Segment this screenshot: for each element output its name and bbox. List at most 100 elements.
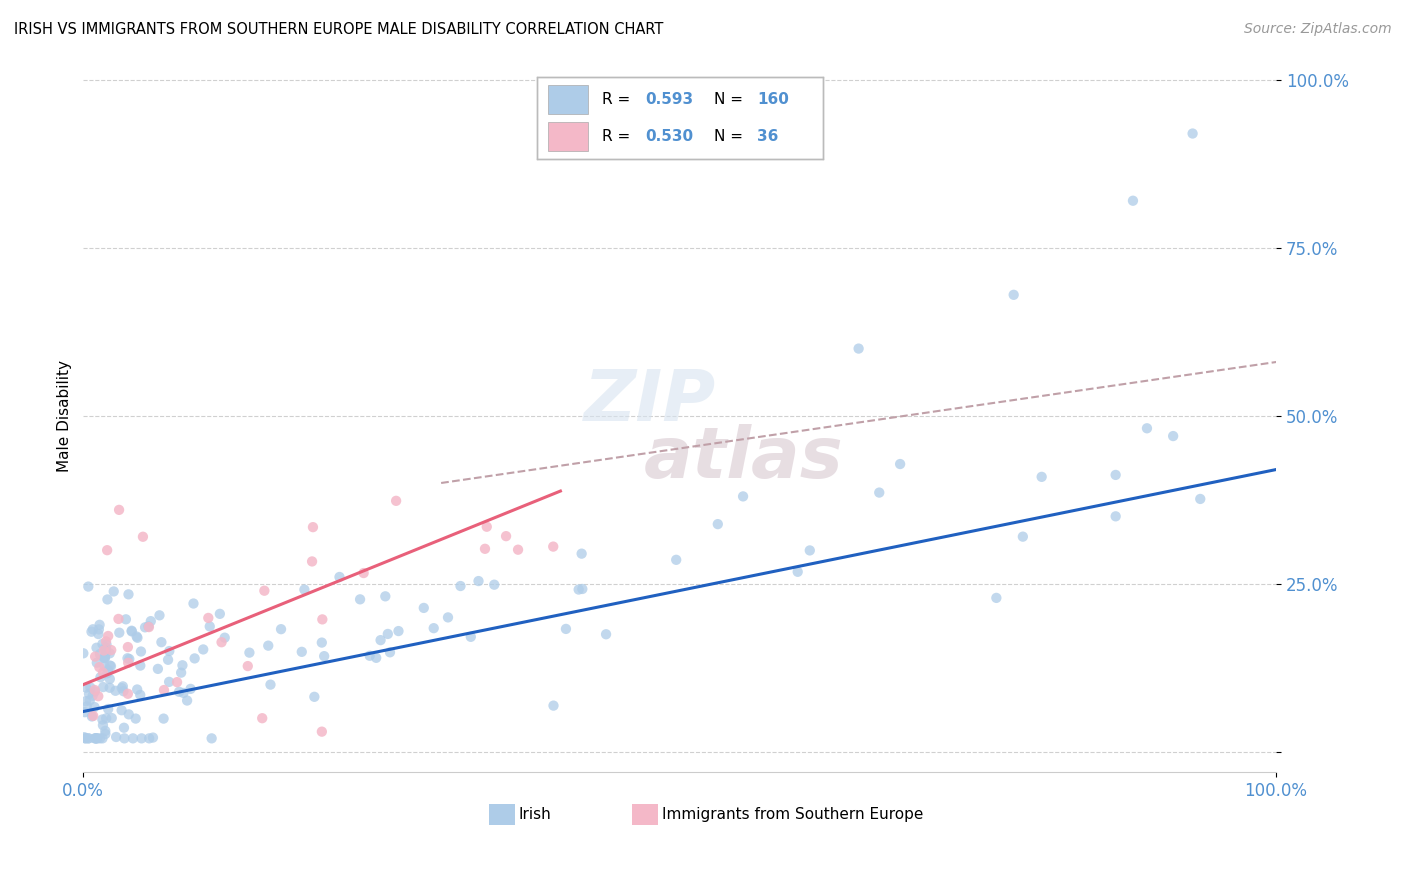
Point [172,658,194,673]
Point [142,731,165,745]
Point [124,712,146,726]
Point [86,640,108,655]
Point [77,687,100,701]
Point [104,683,127,698]
Point [359,648,381,663]
Point [270,622,292,636]
Point [153,683,176,698]
Point [84,649,107,664]
Point [291,645,314,659]
Point [91,718,114,732]
Point [132,530,155,544]
Point [146,662,169,676]
Text: ZIP: ZIP [585,367,717,436]
Point [75,731,97,746]
Point [96,645,118,659]
Y-axis label: Male Disability: Male Disability [58,359,72,472]
Point [108,503,131,517]
Point [506,542,529,557]
Point [1189,491,1212,506]
Point [166,675,188,690]
Point [127,631,149,645]
Point [170,665,193,680]
Point [555,622,578,636]
Point [91,637,114,651]
Point [111,681,134,695]
Text: IRISH VS IMMIGRANTS FROM SOUTHERN EUROPE MALE DISABILITY CORRELATION CHART: IRISH VS IMMIGRANTS FROM SOUTHERN EUROPE… [14,22,664,37]
Point [117,656,139,670]
Point [98,646,121,660]
Point [665,553,688,567]
Point [302,520,325,534]
Point [87,627,110,641]
Point [77,731,100,746]
Point [105,730,128,744]
Point [80,624,103,639]
Point [460,630,482,644]
Point [214,631,236,645]
Point [73,730,96,744]
Point [475,520,498,534]
Point [172,686,194,700]
Text: Immigrants from Southern Europe: Immigrants from Southern Europe [662,807,924,822]
Point [150,635,173,649]
Point [129,688,152,702]
Point [131,731,153,746]
Point [93,650,115,665]
Point [82,622,104,636]
Point [86,731,108,746]
Point [96,543,118,558]
Point [495,529,517,543]
Point [84,731,107,746]
Point [292,582,315,597]
Point [129,658,152,673]
Point [89,647,111,661]
Point [75,694,97,708]
Point [412,601,434,615]
Text: atlas: atlas [644,424,844,493]
Point [98,681,121,695]
Point [94,650,117,665]
Point [89,617,111,632]
Point [117,640,139,654]
Point [94,727,117,741]
Point [89,731,111,746]
Point [201,731,224,746]
Point [86,731,108,746]
Point [75,681,97,695]
Point [75,731,97,746]
Point [83,731,105,746]
Point [1104,467,1126,482]
Point [731,490,754,504]
Point [117,687,139,701]
Point [197,611,219,625]
Point [72,646,94,660]
Point [1122,194,1144,208]
Point [96,666,118,681]
Point [112,731,135,746]
Point [91,713,114,727]
Point [157,653,180,667]
Point [118,652,141,666]
Point [118,707,141,722]
Point [437,610,460,624]
Point [484,577,506,591]
Point [301,554,323,568]
Point [76,699,98,714]
Point [97,702,120,716]
Point [94,723,117,738]
Point [1002,288,1025,302]
Point [138,731,160,746]
Point [311,635,333,649]
Point [125,630,148,644]
Point [94,643,117,657]
Point [122,731,145,746]
Point [93,659,115,673]
Point [378,645,401,659]
Point [1031,470,1053,484]
Point [111,679,134,693]
Point [117,587,139,601]
Point [91,665,114,680]
Point [193,642,215,657]
Point [98,658,121,673]
